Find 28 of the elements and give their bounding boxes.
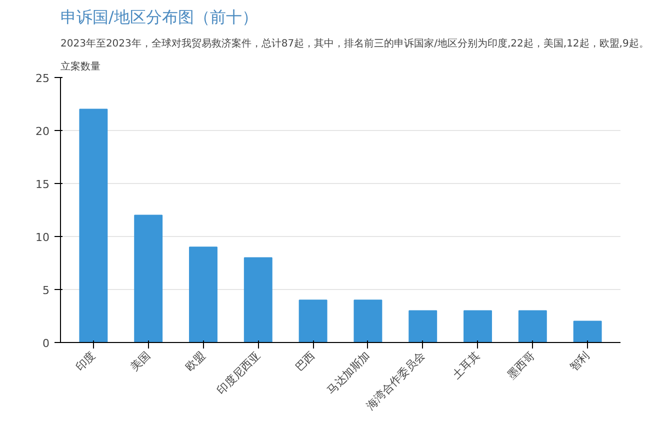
- x-tick-label: 马达加斯加: [324, 348, 373, 397]
- bar: [354, 300, 382, 342]
- y-tick-label: 20: [36, 125, 50, 138]
- bar: [189, 246, 218, 342]
- y-tick-label: 0: [42, 337, 50, 350]
- y-tick-label: 10: [36, 231, 50, 244]
- bar: [464, 310, 492, 342]
- bar: [134, 214, 163, 342]
- y-axis-title: 立案数量: [60, 60, 100, 72]
- y-tick-label: 5: [42, 284, 50, 297]
- x-tick-label: 印度: [73, 348, 98, 374]
- bar: [298, 300, 328, 342]
- chart-title: 申诉国/地区分布图（前十）: [60, 8, 258, 26]
- bar: [244, 257, 272, 342]
- x-tick-label: 墨西哥: [504, 348, 538, 382]
- y-tick-label: 15: [36, 178, 50, 191]
- x-tick-label: 巴西: [292, 348, 318, 374]
- y-tick-label: 25: [36, 72, 50, 85]
- bar: [573, 320, 602, 342]
- x-tick-label: 土耳其: [450, 348, 482, 382]
- bar: [408, 310, 438, 342]
- bar: [518, 310, 547, 342]
- bar: [79, 108, 108, 342]
- chart-subtitle: 2023年至2023年，全球对我贸易救济案件，总计87起，其中，排名前三的申诉国家/地区分别为印度,22起，美国,12起，欧盟,9起。: [60, 38, 649, 50]
- x-tick-label: 美国: [128, 348, 153, 374]
- x-tick-label: 欧盟: [183, 348, 208, 374]
- x-tick-label: 智利: [567, 348, 592, 374]
- x-tick-label: 印度尼西亚: [214, 348, 263, 397]
